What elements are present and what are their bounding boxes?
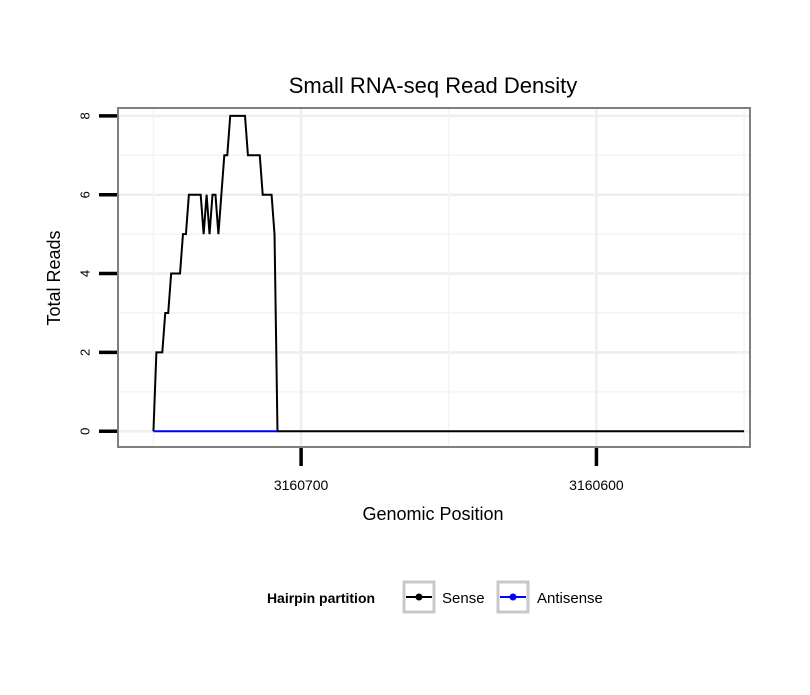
y-tick-label: 6	[77, 191, 92, 198]
legend-label-sense: Sense	[442, 590, 485, 607]
x-tick-label: 3160600	[569, 477, 624, 493]
legend-key-antisense-point	[509, 593, 517, 601]
plot-panel	[118, 108, 750, 447]
y-axis-label: Total Reads	[44, 230, 64, 325]
y-tick-label: 8	[77, 112, 92, 119]
legend-key-sense-point	[415, 593, 423, 601]
x-tick-label: 3160700	[274, 477, 329, 493]
y-tick-label: 2	[77, 349, 92, 356]
series-line-sense	[152, 114, 745, 433]
y-tick-label: 0	[77, 428, 92, 435]
legend: Hairpin partition Sense Antisense	[267, 580, 603, 614]
legend-title: Hairpin partition	[267, 590, 375, 606]
legend-label-antisense: Antisense	[537, 590, 603, 607]
plot-panel-border	[117, 107, 751, 448]
y-tick-label: 4	[77, 270, 92, 277]
chart-title: Small RNA-seq Read Density	[289, 73, 578, 98]
x-axis-label: Genomic Position	[362, 504, 503, 524]
